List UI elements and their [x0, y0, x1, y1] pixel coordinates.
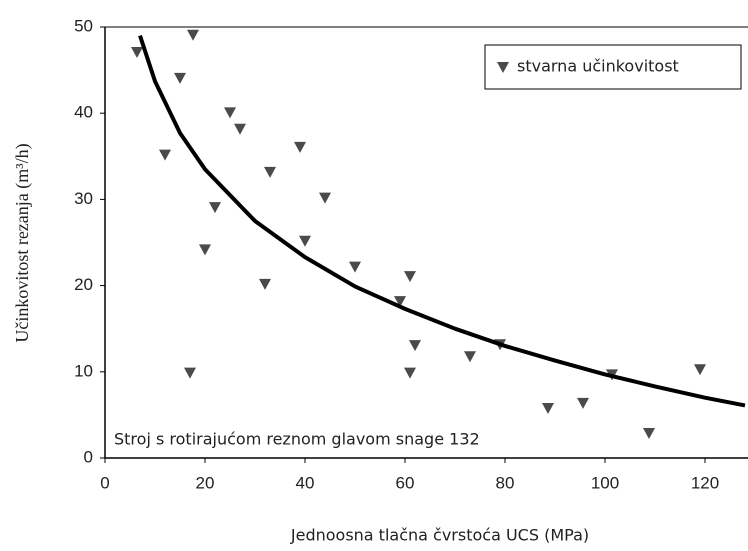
point: [404, 271, 416, 283]
point: [577, 397, 589, 409]
point: [199, 244, 211, 256]
point: [264, 166, 276, 178]
y-tick-label: 0: [84, 447, 93, 466]
x-tick-label: 100: [591, 473, 619, 492]
point: [224, 107, 236, 119]
point: [299, 235, 311, 247]
y-tick-label: 20: [74, 275, 93, 294]
point: [234, 123, 246, 135]
y-tick-label: 50: [74, 16, 93, 35]
y-axis-label: Učinkovitost rezanja (m³/h): [12, 143, 33, 342]
point: [159, 149, 171, 161]
x-tick-label: 20: [196, 473, 215, 492]
point: [404, 367, 416, 379]
y-tick-label: 40: [74, 103, 93, 122]
legend-marker: [497, 62, 509, 73]
x-axis-label: Jednoosna tlačna čvrstoća UCS (MPa): [290, 526, 589, 545]
point: [349, 261, 361, 273]
fit-curve: [138, 34, 746, 408]
point: [174, 72, 186, 84]
y-tick-label: 30: [74, 189, 93, 208]
point: [184, 367, 196, 379]
point: [294, 141, 306, 153]
point: [131, 46, 143, 58]
annotation: Stroj s rotirajućom reznom glavom snage …: [114, 430, 480, 449]
point: [464, 351, 476, 363]
legend-box: [484, 44, 742, 90]
point: [187, 29, 199, 41]
point: [394, 296, 406, 308]
point: [542, 403, 554, 415]
y-tick-label: 10: [74, 361, 93, 380]
x-tick-label: 0: [100, 473, 109, 492]
point: [259, 278, 271, 290]
x-tick-label: 80: [496, 473, 515, 492]
point: [319, 192, 331, 204]
x-tick-label: 40: [296, 473, 315, 492]
x-tick-label: 120: [691, 473, 719, 492]
x-tick-label: 60: [396, 473, 415, 492]
point: [409, 340, 421, 352]
point: [694, 364, 706, 376]
legend-label: stvarna učinkovitost: [517, 57, 679, 76]
point: [643, 428, 655, 440]
point: [209, 202, 221, 214]
